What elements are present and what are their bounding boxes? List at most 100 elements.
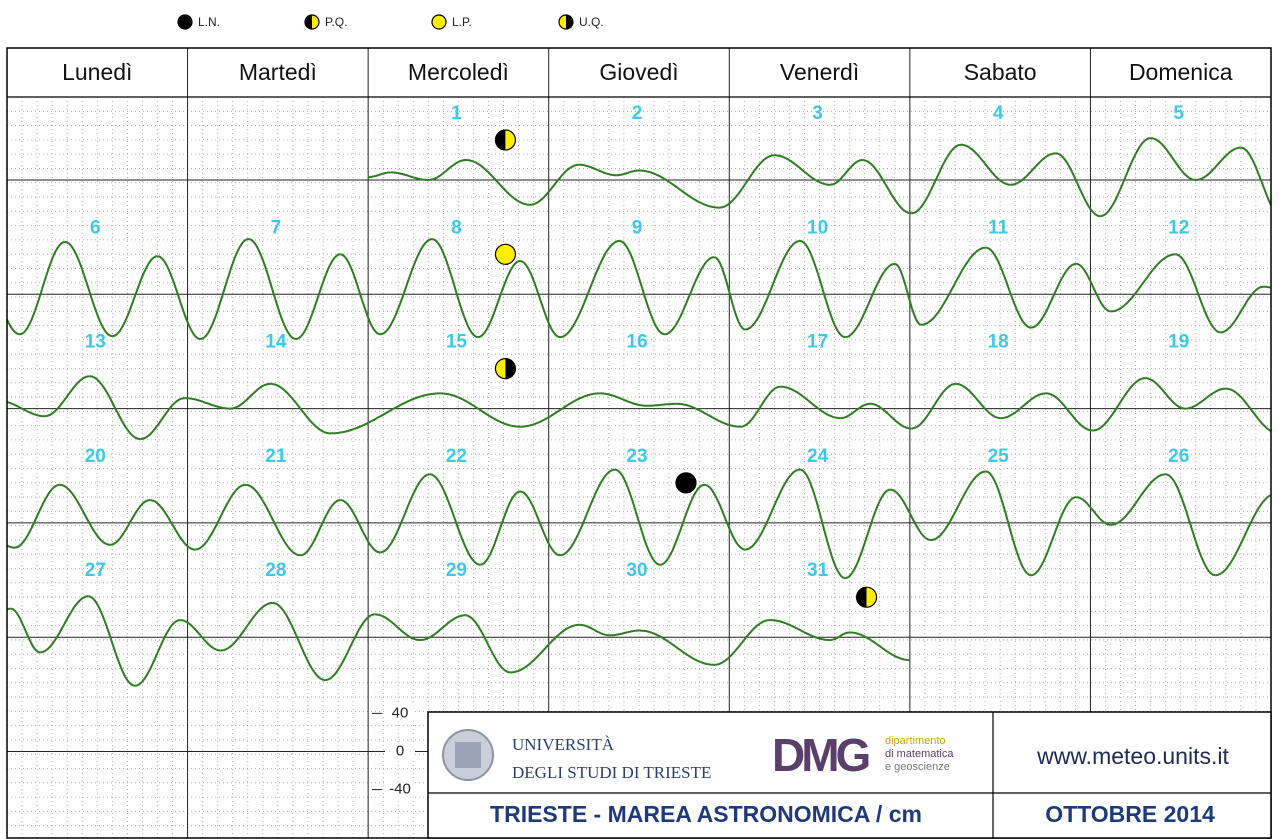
tide-segment xyxy=(646,402,677,407)
tide-segment xyxy=(1055,152,1101,218)
department-name: di matematica xyxy=(885,748,954,760)
moon-half xyxy=(676,472,686,493)
day-label: 8 xyxy=(451,217,462,238)
tide-segment xyxy=(465,159,530,206)
moon-half xyxy=(495,358,506,379)
day-label: 17 xyxy=(807,332,828,353)
tide-segment xyxy=(614,468,661,566)
tide-segment xyxy=(1092,377,1146,432)
tide-segment xyxy=(1010,152,1056,186)
tide-segment xyxy=(1150,137,1196,181)
legend-label: L.P. xyxy=(452,15,472,29)
tide-segment xyxy=(769,619,831,642)
tide-segment xyxy=(1046,392,1093,432)
tide-segment xyxy=(220,601,273,652)
tide-segment xyxy=(780,385,841,420)
tide-curves xyxy=(6,137,1272,687)
moon-half xyxy=(866,587,877,608)
y-tick-label: -40 xyxy=(389,781,411,798)
weekday-label: Martedì xyxy=(239,59,317,85)
tide-segment xyxy=(149,499,196,551)
tide-segment xyxy=(510,623,580,674)
tide-segment xyxy=(985,246,1031,329)
moon-half xyxy=(566,15,573,29)
university-name: DEGLI STUDI DI TRIESTE xyxy=(512,763,711,782)
tide-segment xyxy=(740,385,781,428)
day-label: 15 xyxy=(446,332,468,353)
tide-segment xyxy=(112,255,158,338)
moon-half xyxy=(185,15,192,29)
tide-segment xyxy=(245,483,301,557)
tide-segment xyxy=(1195,146,1242,181)
tide-segment xyxy=(845,262,895,339)
tide-segment xyxy=(230,382,271,410)
tide-segment xyxy=(374,613,421,642)
moon-outline xyxy=(558,14,574,30)
tide-segment xyxy=(529,163,579,206)
tide-segment xyxy=(1165,473,1216,577)
weekday-label: Venerdì xyxy=(780,59,859,85)
tide-segment xyxy=(616,169,640,177)
y-tick-bg xyxy=(385,781,415,798)
y-tick-bg xyxy=(385,705,415,722)
weekday-label: Mercoledì xyxy=(408,59,509,85)
tide-segment xyxy=(930,470,986,541)
moon-half xyxy=(432,15,439,29)
tide-segment xyxy=(64,240,113,338)
day-label: 27 xyxy=(85,560,106,581)
tide-segment xyxy=(704,483,746,551)
moon-half xyxy=(559,15,566,29)
tide-segment xyxy=(10,607,41,654)
tide-segment xyxy=(248,238,297,341)
tide-segment xyxy=(270,382,331,435)
tide-segment xyxy=(719,154,775,209)
tide-segment xyxy=(559,468,615,557)
tide-segment xyxy=(745,468,800,551)
day-label: 4 xyxy=(993,103,1004,124)
tide-segment xyxy=(639,169,720,209)
tide-segment xyxy=(140,397,185,441)
tide-segment xyxy=(659,483,705,566)
moon-outline xyxy=(304,14,320,30)
moon-outline xyxy=(675,472,697,494)
day-label: 29 xyxy=(446,560,467,581)
day-label: 28 xyxy=(265,560,286,581)
tide-segment xyxy=(609,629,640,637)
tide-segment xyxy=(579,623,610,637)
tide-segment xyxy=(1110,253,1176,313)
day-label: 1 xyxy=(451,103,462,124)
day-label: 7 xyxy=(271,217,282,238)
tide-segment xyxy=(745,240,801,331)
tide-segment xyxy=(6,319,20,336)
tide-segment xyxy=(800,240,846,339)
website: www.meteo.units.it xyxy=(1036,743,1229,769)
moon-half xyxy=(178,15,185,29)
tide-segment xyxy=(300,499,341,557)
weekday-label: Lunedì xyxy=(62,59,132,85)
tide-segment xyxy=(44,375,90,418)
day-label: 9 xyxy=(632,217,643,238)
tide-segment xyxy=(134,619,181,687)
tide-segment xyxy=(578,163,617,177)
day-label: 24 xyxy=(807,446,829,467)
tide-segment xyxy=(19,240,66,336)
tide-segment xyxy=(89,375,141,441)
day-label: 16 xyxy=(626,332,647,353)
tide-segment xyxy=(676,402,741,428)
tide-segment xyxy=(440,392,521,428)
tide-segment xyxy=(340,253,381,336)
day-label: 2 xyxy=(632,103,643,124)
moon-outline xyxy=(494,129,517,151)
tide-segment xyxy=(840,402,871,420)
day-label: 3 xyxy=(812,103,823,124)
tide-segment xyxy=(429,473,481,566)
chart-title: TRIESTE - MAREA ASTRONOMICA / cm xyxy=(490,801,922,827)
y-tick-label: 40 xyxy=(392,704,409,721)
day-label: 12 xyxy=(1168,217,1189,238)
tide-segment xyxy=(664,256,715,336)
tide-segment xyxy=(985,470,1032,577)
tide-segment xyxy=(184,397,231,410)
tide-segment xyxy=(340,499,381,554)
tide-segment xyxy=(272,601,326,682)
